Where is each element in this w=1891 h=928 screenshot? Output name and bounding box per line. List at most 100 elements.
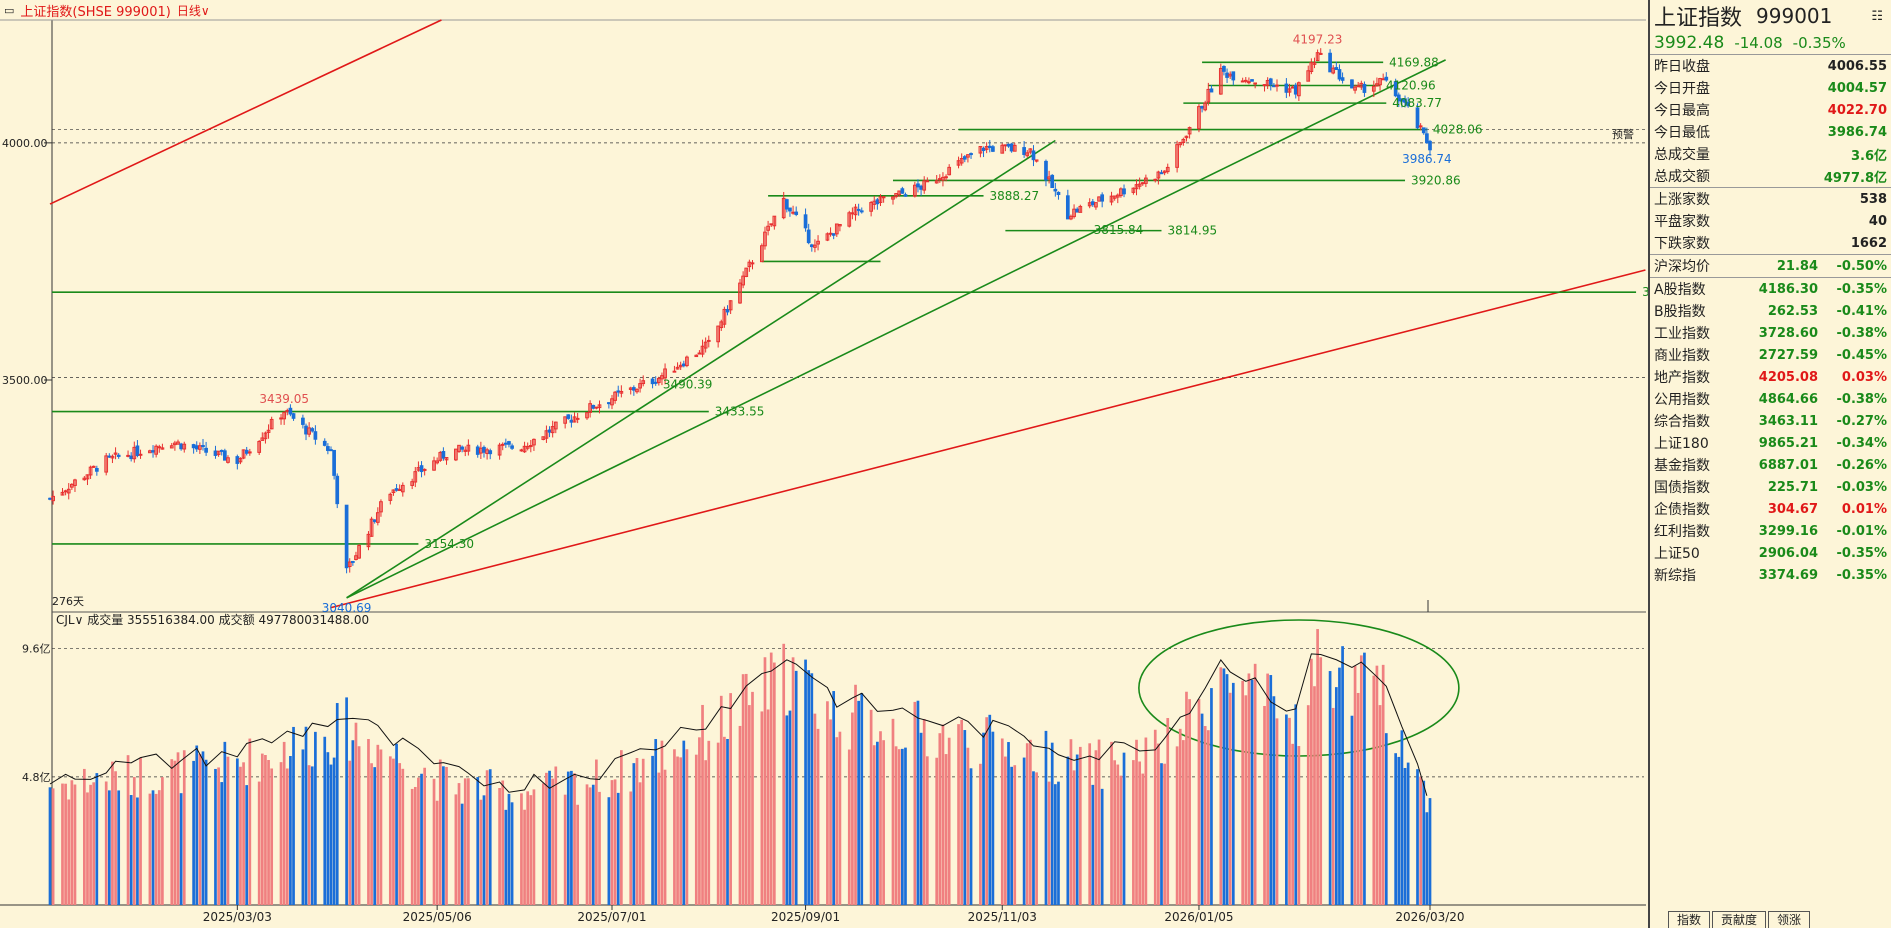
index-change-pct: -0.03%: [1836, 479, 1888, 495]
candle-body: [1025, 152, 1030, 157]
candle-body: [547, 429, 552, 433]
candle-body: [357, 545, 361, 559]
volume-bar: [242, 762, 245, 905]
volume-bar: [507, 793, 511, 905]
volume-bar: [460, 803, 464, 905]
volume-bar: [417, 777, 420, 905]
volume-bar: [922, 718, 926, 905]
avg-row: 沪深均价 21.84 -0.50%: [1650, 255, 1891, 277]
index-row[interactable]: 上证50 2906.04 -0.35%: [1650, 542, 1891, 564]
volume-bar: [214, 768, 217, 905]
volume-bar: [1416, 769, 1419, 905]
candle-body: [135, 445, 140, 457]
volume-bar: [173, 760, 177, 905]
candle-body: [1328, 52, 1332, 73]
volume-bar: [676, 756, 679, 905]
volume-bar: [1253, 663, 1257, 905]
level-label: 3154.30: [424, 537, 474, 551]
volume-bar: [179, 793, 183, 905]
candle-body: [750, 262, 755, 265]
volume-bar: [485, 770, 489, 905]
volume-bar: [807, 670, 811, 905]
candle-body: [1306, 70, 1311, 82]
index-row[interactable]: 综合指数 3463.11 -0.27%: [1650, 410, 1891, 432]
index-row[interactable]: B股指数 262.53 -0.41%: [1650, 300, 1891, 322]
index-row[interactable]: 地产指数 4205.08 0.03%: [1650, 366, 1891, 388]
index-label: 上证180: [1654, 436, 1709, 452]
volume-bar: [182, 750, 186, 905]
candle-body: [791, 211, 795, 214]
candle-body: [73, 479, 77, 486]
volume-bar: [772, 662, 776, 905]
window-icon[interactable]: ▭: [4, 3, 15, 17]
volume-bar: [913, 701, 917, 905]
index-row[interactable]: 基金指数 6887.01 -0.26%: [1650, 454, 1891, 476]
candle-body: [1050, 174, 1055, 189]
index-row[interactable]: 红利指数 3299.16 -0.01%: [1650, 520, 1891, 542]
index-value: 9865.21: [1758, 435, 1818, 451]
volume-bar: [192, 760, 195, 905]
volume-bar: [64, 783, 67, 905]
index-row[interactable]: 工业指数 3728.60 -0.38%: [1650, 322, 1891, 344]
breadth-label: 下跌家数: [1654, 236, 1710, 252]
volume-bar: [1088, 743, 1092, 905]
candle-body: [507, 441, 511, 445]
quote-value: 3986.74: [1827, 124, 1887, 140]
tab-1[interactable]: 贡献度: [1712, 911, 1767, 928]
volume-bar: [944, 754, 948, 905]
index-row[interactable]: A股指数 4186.30 -0.35%: [1650, 278, 1891, 300]
menu-icon[interactable]: ☷: [1871, 8, 1883, 24]
candle-body: [1318, 52, 1323, 55]
candle-body: [301, 417, 305, 425]
index-row[interactable]: 新综指 3374.69 -0.35%: [1650, 564, 1891, 586]
volume-bar: [1047, 781, 1051, 905]
index-row[interactable]: 商业指数 2727.59 -0.45%: [1650, 344, 1891, 366]
volume-bar: [410, 788, 414, 905]
index-row[interactable]: 上证180 9865.21 -0.34%: [1650, 432, 1891, 454]
period-selector[interactable]: 日线∨: [176, 3, 210, 18]
candle-body: [394, 488, 399, 491]
volume-bar: [335, 703, 339, 905]
volume-bar: [117, 790, 121, 905]
volume-bar: [991, 731, 995, 905]
candle-body: [510, 445, 514, 449]
volume-bar: [963, 730, 967, 905]
breadth-fields: 上涨家数 538 平盘家数 40 下跌家数 1662: [1650, 188, 1891, 255]
volume-bar: [161, 777, 164, 905]
candle-body: [257, 441, 262, 453]
index-row[interactable]: 公用指数 4864.66 -0.38%: [1650, 388, 1891, 410]
candle-body: [279, 417, 283, 420]
trend-line: [346, 59, 1446, 599]
index-row[interactable]: 企债指数 304.67 0.01%: [1650, 498, 1891, 520]
index-row[interactable]: 国债指数 225.71 -0.03%: [1650, 476, 1891, 498]
candle-body: [922, 180, 927, 191]
candle-body: [653, 381, 658, 384]
trend-line: [330, 269, 1646, 609]
candle-body: [326, 446, 330, 451]
index-value: 2906.04: [1758, 545, 1818, 561]
candle-body: [263, 432, 268, 440]
kline-chart[interactable]: 4000.00 3500.00 4169.88 4120.96 4083.77 4028.…: [0, 0, 1648, 928]
volume-bar: [576, 804, 579, 905]
volume-bar: [632, 763, 636, 905]
volume-bar: [832, 691, 836, 905]
candle-body: [788, 207, 792, 212]
tab-0[interactable]: 指数: [1668, 911, 1711, 928]
index-change-pct: -0.45%: [1836, 347, 1888, 363]
tab-2[interactable]: 领涨: [1768, 911, 1811, 928]
volume-bar: [1141, 773, 1145, 905]
candle-body: [1243, 79, 1248, 82]
trend-line: [49, 19, 442, 205]
candle-body: [160, 447, 165, 450]
volume-bar: [638, 782, 642, 905]
volume-bar: [245, 785, 249, 905]
candle-body: [809, 244, 814, 248]
volume-bar: [947, 737, 951, 905]
volume-bar: [876, 741, 879, 905]
candle-body: [1403, 98, 1407, 103]
candle-body: [113, 452, 118, 455]
volume-bar: [641, 758, 645, 905]
volume-bar: [723, 736, 726, 905]
candle-body: [1115, 194, 1120, 198]
candle-body: [722, 308, 727, 325]
